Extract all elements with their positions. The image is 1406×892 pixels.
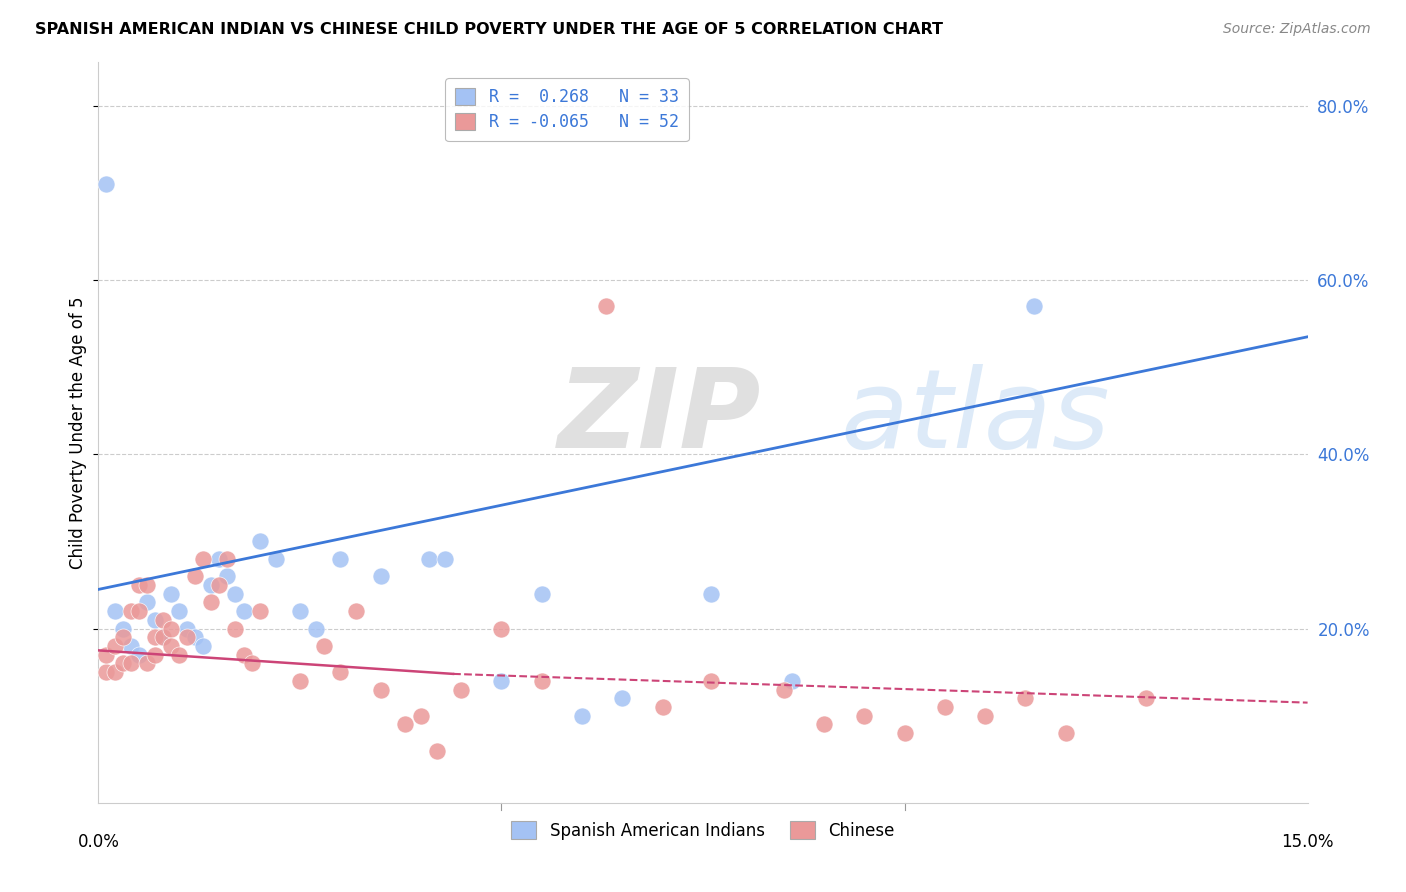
Point	[200, 595, 222, 609]
Point	[288, 673, 311, 688]
Point	[780, 673, 803, 688]
Point	[893, 726, 915, 740]
Point	[135, 657, 157, 671]
Point	[103, 604, 125, 618]
Point	[530, 587, 553, 601]
Point	[491, 673, 513, 688]
Point	[217, 569, 239, 583]
Point	[232, 648, 254, 662]
Text: SPANISH AMERICAN INDIAN VS CHINESE CHILD POVERTY UNDER THE AGE OF 5 CORRELATION : SPANISH AMERICAN INDIAN VS CHINESE CHILD…	[35, 22, 943, 37]
Point	[143, 630, 166, 644]
Point	[111, 657, 134, 671]
Point	[700, 587, 723, 601]
Point	[208, 578, 231, 592]
Point	[184, 569, 207, 583]
Point	[264, 552, 287, 566]
Point	[1054, 726, 1077, 740]
Point	[160, 639, 183, 653]
Point	[418, 552, 440, 566]
Point	[651, 700, 673, 714]
Point	[135, 595, 157, 609]
Point	[595, 299, 617, 313]
Point	[934, 700, 956, 714]
Point	[152, 613, 174, 627]
Point	[96, 648, 118, 662]
Point	[249, 534, 271, 549]
Text: atlas: atlas	[558, 364, 1109, 471]
Point	[1135, 691, 1157, 706]
Point	[103, 639, 125, 653]
Point	[208, 552, 231, 566]
Point	[143, 648, 166, 662]
Point	[813, 717, 835, 731]
Point	[217, 552, 239, 566]
Point	[370, 569, 392, 583]
Point	[167, 604, 190, 618]
Point	[612, 691, 634, 706]
Point	[176, 622, 198, 636]
Point	[409, 708, 432, 723]
Point	[344, 604, 367, 618]
Point	[394, 717, 416, 731]
Point	[111, 630, 134, 644]
Point	[1014, 691, 1036, 706]
Text: 15.0%: 15.0%	[1281, 833, 1334, 851]
Point	[120, 657, 142, 671]
Point	[305, 622, 328, 636]
Point	[530, 673, 553, 688]
Point	[96, 665, 118, 680]
Point	[128, 604, 150, 618]
Legend: Spanish American Indians, Chinese: Spanish American Indians, Chinese	[505, 814, 901, 847]
Point	[96, 178, 118, 192]
Point	[700, 673, 723, 688]
Point	[160, 622, 183, 636]
Point	[152, 630, 174, 644]
Point	[143, 613, 166, 627]
Point	[974, 708, 997, 723]
Point	[1022, 299, 1045, 313]
Point	[249, 604, 271, 618]
Text: ZIP: ZIP	[558, 364, 762, 471]
Text: 0.0%: 0.0%	[77, 833, 120, 851]
Point	[152, 630, 174, 644]
Point	[111, 622, 134, 636]
Point	[240, 657, 263, 671]
Point	[434, 552, 457, 566]
Point	[193, 639, 215, 653]
Point	[160, 587, 183, 601]
Point	[128, 578, 150, 592]
Point	[135, 578, 157, 592]
Y-axis label: Child Poverty Under the Age of 5: Child Poverty Under the Age of 5	[69, 296, 87, 569]
Point	[571, 708, 593, 723]
Point	[120, 639, 142, 653]
Point	[288, 604, 311, 618]
Point	[232, 604, 254, 618]
Point	[491, 622, 513, 636]
Point	[184, 630, 207, 644]
Point	[200, 578, 222, 592]
Point	[329, 665, 352, 680]
Point	[426, 743, 449, 757]
Point	[329, 552, 352, 566]
Point	[224, 622, 246, 636]
Point	[314, 639, 336, 653]
Text: Source: ZipAtlas.com: Source: ZipAtlas.com	[1223, 22, 1371, 37]
Point	[853, 708, 876, 723]
Point	[128, 648, 150, 662]
Point	[167, 648, 190, 662]
Point	[772, 682, 794, 697]
Point	[103, 665, 125, 680]
Point	[193, 552, 215, 566]
Point	[176, 630, 198, 644]
Point	[120, 604, 142, 618]
Point	[450, 682, 472, 697]
Point	[370, 682, 392, 697]
Point	[224, 587, 246, 601]
